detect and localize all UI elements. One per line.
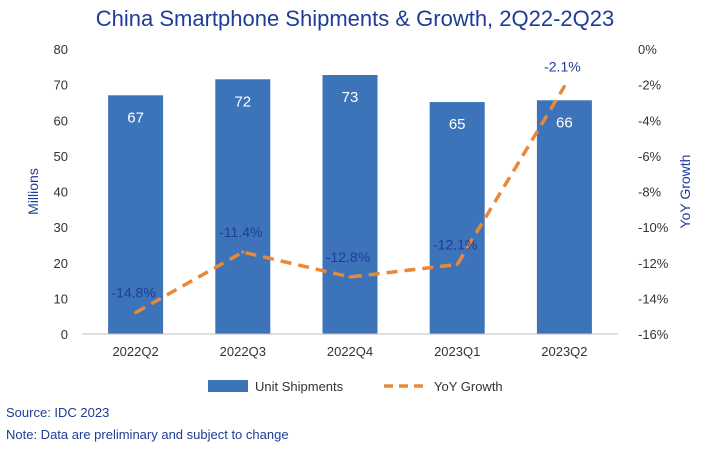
bar-2022Q3 (215, 79, 271, 334)
x-tick-label: 2022Q3 (220, 344, 266, 359)
x-tick-label: 2022Q2 (112, 344, 158, 359)
bar-label-2023Q1: 65 (449, 116, 466, 133)
y-tick-label: 40 (54, 185, 68, 200)
growth-point-2023Q1 (455, 263, 459, 267)
legend-label-line: YoY Growth (434, 379, 503, 394)
legend: Unit Shipments YoY Growth (208, 379, 503, 394)
growth-point-2022Q4 (348, 275, 352, 279)
growth-line (134, 85, 566, 315)
data-labels: 67 72 73 65 66 -14.8% -11.4% -12.8% -12.1% -2.1% (111, 58, 580, 300)
growth-point-2022Q3 (241, 250, 245, 254)
y2-tick-label: -14% (638, 291, 669, 306)
axes: 0 10 20 30 40 50 60 70 80 -16% -14% -12% -10% -8% -6% -… (25, 42, 693, 359)
x-tick-label: 2022Q4 (327, 344, 373, 359)
bar-label-2023Q2: 66 (556, 114, 573, 131)
x-tick-label: 2023Q1 (434, 344, 480, 359)
y2-tick-label: -12% (638, 256, 669, 271)
bar-2023Q1 (429, 102, 485, 334)
bar-series (108, 75, 592, 334)
growth-point-2023Q2 (562, 84, 566, 88)
growth-line-series (134, 84, 566, 315)
y-tick-label: 50 (54, 149, 68, 164)
y2-tick-label: 0% (638, 42, 657, 57)
y-axis-title: Millions (25, 168, 41, 215)
y-tick-label: 30 (54, 220, 68, 235)
bar-2023Q2 (536, 100, 592, 334)
y-tick-label: 0 (61, 327, 68, 342)
y-tick-label: 60 (54, 113, 68, 128)
y2-tick-label: -16% (638, 327, 669, 342)
legend-label-bars: Unit Shipments (255, 379, 344, 394)
growth-label-2022Q2: -14.8% (111, 285, 155, 301)
source-note: Source: IDC 2023 (6, 405, 110, 420)
legend-swatch-bars (208, 380, 248, 392)
x-tick-label: 2023Q2 (541, 344, 587, 359)
y2-axis-title: YoY Growth (677, 155, 693, 229)
y-tick-label: 10 (54, 291, 68, 306)
y2-tick-label: -6% (638, 149, 662, 164)
growth-label-2023Q1: -12.1% (433, 237, 477, 253)
y2-tick-label: -2% (638, 78, 662, 93)
bar-label-2022Q2: 67 (127, 109, 144, 126)
y2-tick-label: -8% (638, 185, 662, 200)
bar-2022Q2 (108, 95, 164, 334)
growth-label-2022Q4: -12.8% (326, 249, 370, 265)
y-tick-label: 80 (54, 42, 68, 57)
growth-label-2023Q2: -2.1% (544, 58, 581, 74)
y-tick-label: 20 (54, 256, 68, 271)
growth-point-2022Q2 (134, 311, 138, 315)
y-tick-label: 70 (54, 78, 68, 93)
bar-label-2022Q4: 73 (342, 89, 359, 106)
y2-tick-label: -4% (638, 113, 662, 128)
disclaimer-note: Note: Data are preliminary and subject t… (6, 427, 289, 442)
y2-tick-label: -10% (638, 220, 669, 235)
growth-label-2022Q3: -11.4% (219, 224, 262, 240)
chart-title: China Smartphone Shipments & Growth, 2Q2… (95, 6, 615, 31)
bar-label-2022Q3: 72 (234, 93, 251, 110)
bar-2022Q4 (322, 75, 378, 334)
